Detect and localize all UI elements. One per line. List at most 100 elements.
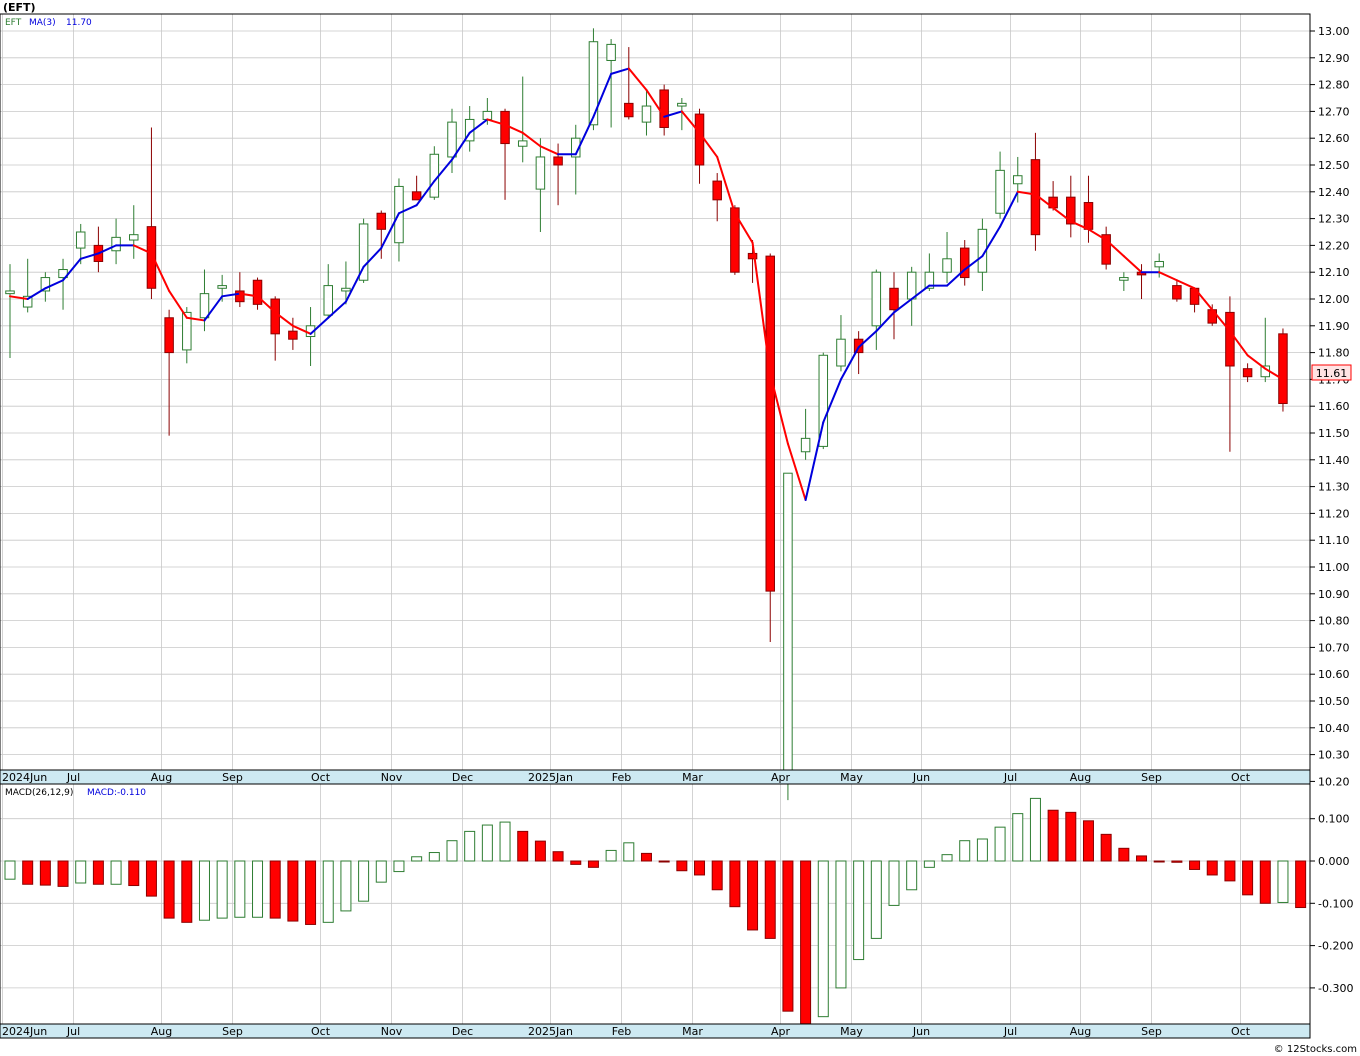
ma-line-segment	[610, 67, 630, 75]
ma-line-segment	[221, 292, 241, 298]
macd-bar	[1206, 860, 1218, 876]
ma-line-segment	[1122, 255, 1143, 274]
x-tick-label: Jun	[912, 1025, 930, 1038]
candle	[995, 151, 1005, 219]
macd-bar	[658, 860, 670, 863]
candle-body	[1154, 260, 1164, 268]
macd-bar	[888, 860, 900, 906]
candle-body	[129, 234, 139, 241]
price-y-tick-label: 11.30	[1318, 481, 1350, 494]
candle-body	[22, 295, 33, 308]
candle-body	[783, 472, 793, 777]
x-tick-label: Jul	[66, 771, 80, 784]
macd-x-axis-bar	[0, 1023, 1311, 1039]
candle-body	[146, 226, 157, 289]
candle	[624, 47, 634, 120]
x-tick-label: Oct	[1231, 1025, 1251, 1038]
ma-line-segment	[380, 212, 400, 250]
ma-line-segment	[397, 204, 418, 215]
price-y-tick-label: 12.40	[1318, 186, 1350, 199]
ma-line-segment	[1264, 367, 1284, 381]
price-y-tick-label: 11.10	[1318, 534, 1350, 547]
price-y-tick-label: 11.90	[1318, 320, 1350, 333]
macd-y-tick-label: -0.100	[1318, 897, 1353, 910]
legend-ma-label: MA(3)	[29, 18, 56, 28]
candle	[1101, 226, 1111, 270]
ma-line-segment	[433, 158, 453, 183]
macd-bar	[1295, 860, 1307, 909]
ma-line-segment	[468, 118, 489, 134]
candle	[783, 472, 793, 801]
x-tick-label: Aug	[1070, 771, 1091, 784]
ma-line-segment	[344, 265, 365, 303]
price-grid	[0, 14, 1310, 782]
candle-body	[906, 271, 917, 300]
candle	[5, 264, 15, 358]
x-tick-label: Dec	[452, 771, 473, 784]
macd-bar	[322, 860, 334, 923]
ma-line-segment	[645, 88, 666, 118]
ma-line-segment	[415, 180, 436, 207]
macd-bar	[1082, 820, 1094, 862]
ma-line-segment	[168, 289, 188, 319]
candle-body	[411, 191, 422, 201]
macd-bar	[1118, 847, 1130, 862]
ma-line-segment	[1193, 287, 1214, 311]
price-y-tick-label: 10.90	[1318, 588, 1350, 601]
candle-body	[1119, 277, 1129, 281]
macd-bar	[358, 860, 370, 902]
candle	[111, 218, 121, 265]
macd-bar	[764, 860, 776, 939]
ma-line-segment	[910, 284, 931, 300]
macd-bar	[464, 830, 476, 862]
macd-legend-label: MACD(26,12,9)	[5, 788, 73, 798]
x-tick-label: Oct	[311, 771, 331, 784]
ma-line-segment	[893, 298, 913, 314]
x-tick-label: Aug	[151, 1025, 172, 1038]
candle	[358, 218, 369, 283]
macd-bar	[1136, 855, 1148, 862]
x-tick-label: Oct	[311, 1025, 331, 1038]
ma-line-segment	[822, 378, 842, 424]
candle	[235, 272, 245, 308]
candle-body	[182, 311, 192, 351]
macd-bar	[552, 851, 564, 862]
candle	[1066, 175, 1076, 238]
candle-body	[288, 330, 298, 340]
ma-line-segment	[963, 255, 984, 271]
price-y-tick-label: 10.40	[1318, 722, 1350, 735]
candle-body	[659, 89, 669, 128]
ma-line-segment	[1105, 239, 1125, 258]
macd-y-tick-label: 0.100	[1318, 813, 1350, 826]
ma-line-segment	[1016, 190, 1037, 196]
candle-body	[747, 252, 758, 260]
ma-line-segment	[291, 324, 312, 335]
ma-line-segment	[716, 155, 736, 215]
ma-line-segment	[839, 346, 860, 381]
candle	[871, 269, 882, 350]
candle-body	[535, 156, 546, 190]
macd-legend-value: MACD:-0.110	[87, 788, 146, 798]
x-tick-label: Feb	[612, 771, 631, 784]
candle-body	[624, 102, 634, 118]
candle	[129, 205, 139, 259]
candle	[959, 240, 970, 286]
candle-body	[871, 271, 882, 327]
ma-line-segment	[1052, 206, 1072, 223]
macd-bar	[835, 860, 847, 989]
ma-line-segment	[1069, 220, 1090, 231]
price-y-tick-label: 12.00	[1318, 293, 1350, 306]
x-tick-label: 2025Jan	[528, 771, 573, 784]
ma-line-segment	[256, 295, 277, 314]
macd-bar	[75, 860, 87, 884]
macd-bar	[1242, 860, 1254, 896]
macd-bar	[817, 860, 829, 1018]
candle-body	[40, 277, 51, 292]
ma-line-segment	[751, 241, 772, 376]
macd-bar	[393, 860, 405, 873]
ma-line-segment	[592, 72, 613, 118]
macd-bar	[428, 852, 440, 862]
price-candles	[5, 28, 1288, 801]
ma-line-segment	[1175, 279, 1196, 290]
ma-line-segment	[1211, 308, 1231, 333]
